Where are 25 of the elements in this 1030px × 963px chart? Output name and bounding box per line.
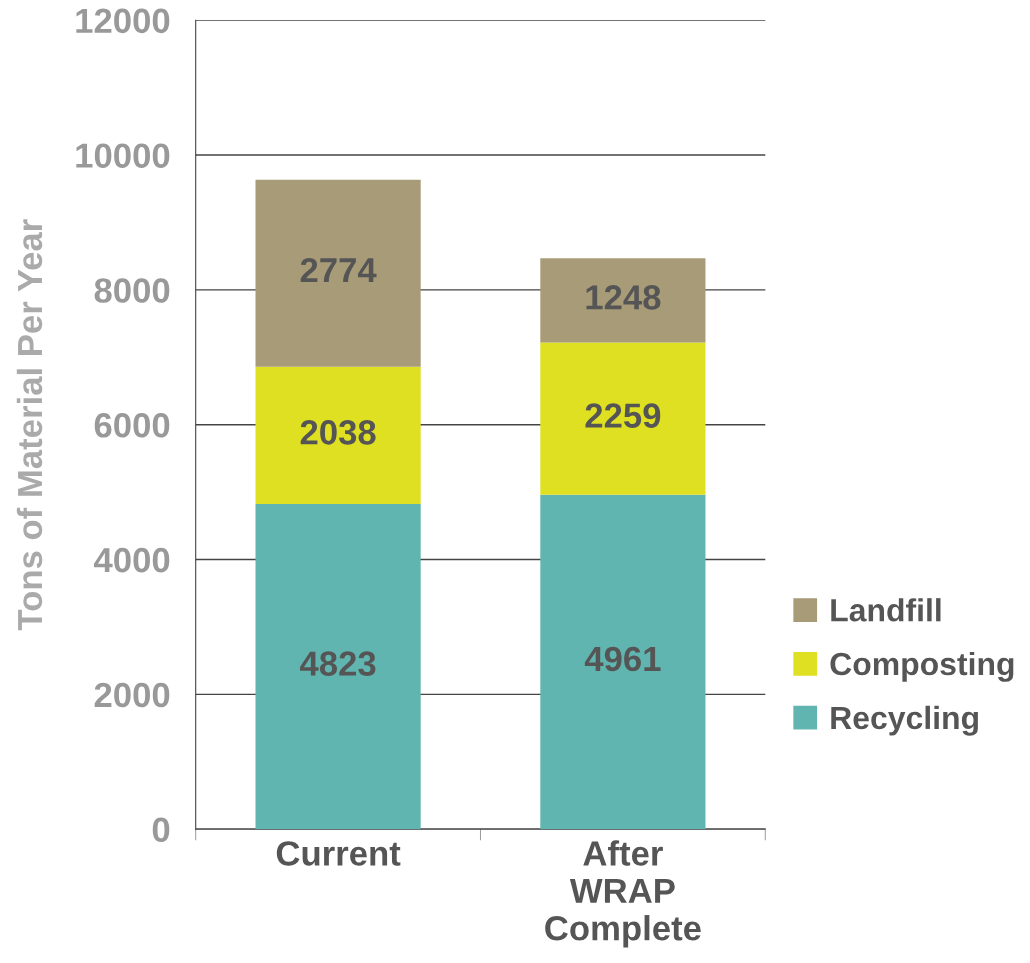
y-tick-label: 0 [152,817,170,843]
data-label: 2774 [300,257,377,283]
x-tick-label: Current [276,841,401,866]
bar [540,494,706,830]
x-tick-label: After WRAP Complete [545,840,701,948]
bar [540,342,706,495]
y-axis-title: Tons of Material Per Year [16,219,43,631]
y-tick-label: 6000 [94,413,170,438]
y-tick-label: 10000 [76,143,170,168]
data-label: 2038 [300,420,376,445]
data-label: 4823 [300,651,376,676]
legend-label: Landfill [831,598,941,622]
y-tick-label: 2000 [94,682,170,708]
bar [255,504,421,830]
data-label: 4961 [584,646,661,672]
data-label: 2259 [585,403,661,428]
bar [255,366,421,505]
y-tick-label: 8000 [94,278,170,303]
legend-label: Composting [830,651,1014,682]
bar [540,258,706,343]
bar [255,179,421,367]
data-label: 1248 [586,285,661,310]
y-tick-label: 12000 [76,8,170,34]
legend-label: Recycling [831,705,978,736]
y-tick-label: 4000 [93,547,170,573]
